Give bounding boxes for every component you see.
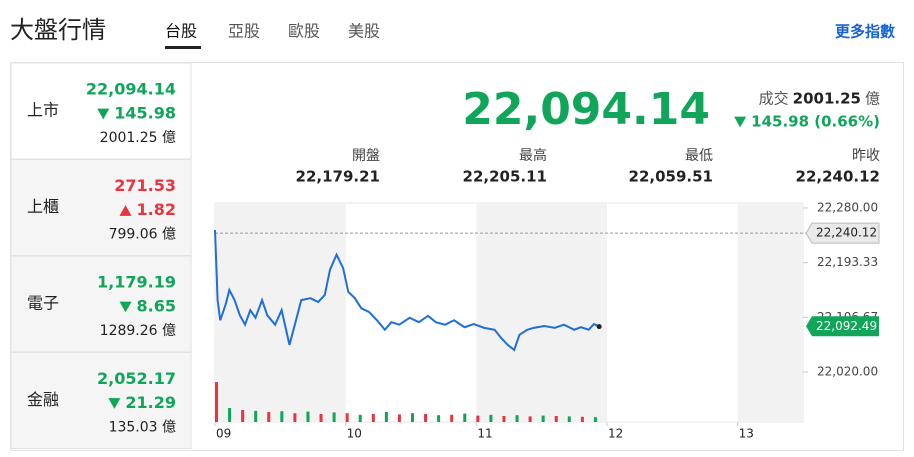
index-price: 2,052.17 (97, 369, 176, 388)
shaded-session (476, 203, 607, 422)
volume-bar (554, 416, 558, 422)
index-change: 1.82 (137, 200, 176, 219)
x-tick-label: 10 (347, 427, 362, 441)
volume-bar (332, 412, 336, 422)
tab-underline (165, 46, 201, 49)
index-price: 22,094.14 (86, 80, 176, 99)
stat-value: 22,205.11 (463, 168, 547, 186)
index-turnover: 1289.26 億 (100, 323, 176, 339)
index-name: 金融 (27, 390, 59, 409)
volume-bar (580, 416, 584, 422)
volume-bar (254, 410, 258, 422)
x-tick-label: 13 (739, 427, 754, 441)
reference-label: 22,240.12 (816, 226, 877, 240)
tab[interactable]: 亞股 (228, 22, 260, 41)
volume-bar (241, 410, 245, 422)
volume-bar (358, 414, 362, 422)
tab[interactable]: 台股 (165, 22, 197, 41)
stat-label: 最低 (685, 148, 713, 164)
index-name: 上櫃 (27, 197, 59, 216)
volume-bar (437, 415, 441, 422)
reference-tag (805, 222, 880, 244)
volume-bar (215, 382, 218, 422)
volume-bar (450, 414, 454, 422)
volume-bar (306, 411, 310, 422)
price-line (214, 230, 600, 352)
volume-bar (371, 414, 375, 422)
main-change: 145.98 (0.66%) (751, 113, 880, 131)
stat-label: 昨收 (852, 148, 880, 164)
widget-title: 大盤行情 (10, 16, 106, 44)
last-label: 22,092.49 (816, 319, 877, 333)
x-tick-label: 12 (608, 427, 623, 441)
volume-bar (463, 413, 467, 422)
volume-bar (528, 416, 532, 422)
volume-bar (593, 417, 597, 422)
index-price: 1,179.19 (97, 273, 176, 292)
y-tick-label: 22,280.00 (817, 201, 878, 215)
volume-bar (411, 413, 414, 422)
tab[interactable]: 美股 (348, 22, 380, 41)
index-name: 電子 (27, 294, 59, 313)
index-turnover: 2001.25 億 (100, 130, 176, 146)
volume-bar (541, 415, 545, 422)
volume-bar (345, 413, 349, 422)
volume-bar (567, 416, 571, 422)
volume-bar (293, 413, 297, 422)
tab[interactable]: 歐股 (288, 22, 320, 41)
change-arrow (97, 108, 110, 120)
index-name: 上市 (27, 101, 59, 120)
volume-bar (515, 415, 519, 422)
turnover-unit: 億 (865, 90, 880, 108)
volume-bar (476, 415, 480, 422)
index-change: 145.98 (114, 104, 176, 123)
sidebar-row[interactable] (10, 352, 192, 449)
shaded-session (737, 203, 803, 422)
volume-bar (397, 414, 401, 422)
turnover-label: 成交 (759, 90, 789, 108)
volume-bar (319, 414, 323, 422)
volume-bar (384, 412, 388, 422)
change-arrow (119, 301, 132, 313)
volume-bar (267, 412, 271, 422)
turnover-value: 2001.25 (793, 90, 861, 108)
volume-bar (280, 411, 284, 422)
volume-bar (228, 408, 232, 422)
last-tag (806, 316, 879, 337)
change-arrow (108, 398, 121, 409)
index-turnover: 135.03 億 (109, 420, 176, 436)
x-tick-label: 09 (216, 427, 231, 441)
index-change: 21.29 (125, 393, 176, 412)
y-tick-label: 22,193.33 (817, 255, 878, 269)
change-arrow (119, 205, 132, 216)
main-price: 22,094.14 (462, 84, 710, 135)
index-price: 271.53 (114, 176, 176, 195)
main-change-arrow (734, 116, 747, 128)
stat-label: 開盤 (352, 148, 380, 164)
last-point (596, 324, 602, 330)
sidebar-row[interactable] (10, 255, 192, 353)
volume-bar (502, 416, 506, 422)
stat-value: 22,179.21 (296, 168, 380, 186)
stat-label: 最高 (519, 147, 547, 164)
volume-bar (424, 414, 428, 422)
x-tick-label: 11 (477, 427, 492, 441)
volume-bar (489, 414, 493, 422)
stat-value: 22,240.12 (796, 168, 880, 186)
stat-value: 22,059.51 (629, 168, 713, 186)
index-turnover: 799.06 億 (109, 227, 176, 243)
more-link[interactable]: 更多指數 (835, 23, 895, 41)
y-tick-label: 22,020.00 (817, 365, 878, 379)
index-change: 8.65 (137, 297, 176, 316)
